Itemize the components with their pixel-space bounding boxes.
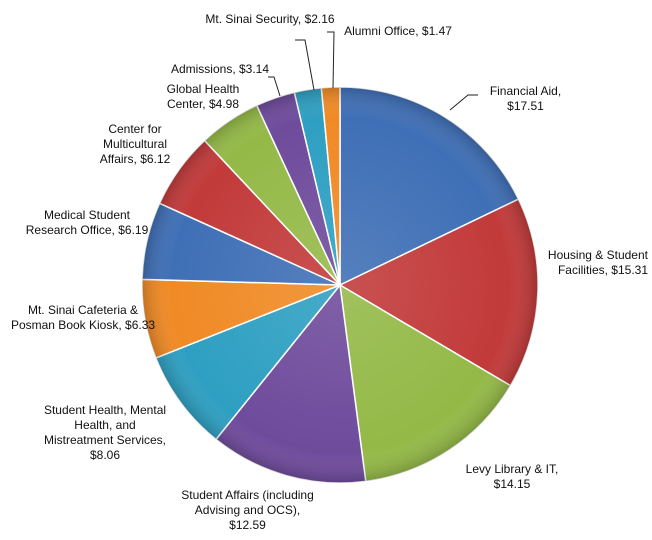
slice-label: Student Affairs (including Advising and …: [180, 488, 315, 533]
category-label: Alumni Office,: [344, 24, 419, 38]
leader-line: [327, 31, 335, 89]
value-label: $1.47: [421, 24, 452, 38]
slice-label: Financial Aid, $17.51: [478, 84, 573, 114]
category-label: Global Health Center,: [166, 82, 240, 111]
slice-label: Levy Library & IT, $14.15: [452, 462, 572, 492]
value-label: $6.19: [118, 223, 149, 237]
value-label: $8.06: [89, 448, 121, 462]
slice-label: Medical Student Research Office, $6.19: [22, 208, 152, 238]
value-label: $3.14: [239, 62, 270, 76]
slice-label: Center for Multicultural Affairs, $6.12: [85, 122, 185, 167]
leader-line: [268, 76, 281, 97]
value-label: $6.33: [125, 318, 156, 332]
category-label: Admissions,: [170, 62, 236, 76]
value-label: $2.16: [304, 12, 335, 26]
slice-label: Mt. Sinai Cafeteria & Posman Book Kiosk,…: [8, 303, 158, 333]
slice-label: Alumni Office, $1.47: [328, 24, 468, 39]
category-label: Financial Aid,: [489, 84, 562, 98]
value-label: $15.31: [611, 263, 648, 277]
category-label: Student Affairs (including Advising and …: [181, 488, 314, 517]
value-label: $4.98: [209, 97, 240, 111]
slice-label: Global Health Center, $4.98: [148, 82, 258, 112]
category-label: Housing & Student Facilities,: [547, 248, 648, 277]
category-label: Medical Student Research Office,: [25, 208, 131, 237]
category-label: Levy Library & IT,: [465, 462, 559, 476]
slice-label: Admissions, $3.14: [150, 62, 290, 77]
slice-label: Student Health, Mental Health, and Mistr…: [40, 403, 170, 463]
value-label: $6.12: [140, 152, 171, 166]
category-label: Mt. Sinai Security,: [205, 12, 302, 26]
value-label: $12.59: [229, 518, 266, 532]
category-label: Center for Multicultural Affairs,: [99, 122, 168, 166]
category-label: Student Health, Mental Health, and Mistr…: [43, 403, 167, 447]
slice-label: Housing & Student Facilities, $15.31: [528, 248, 648, 278]
leader-line: [295, 39, 315, 91]
leader-lines: [268, 31, 478, 111]
slice-label: Mt. Sinai Security, $2.16: [205, 12, 335, 27]
value-label: $14.15: [493, 477, 531, 491]
category-label: Mt. Sinai Cafeteria & Posman Book Kiosk,: [10, 303, 139, 332]
value-label: $17.51: [507, 99, 544, 113]
leader-line: [449, 94, 478, 111]
